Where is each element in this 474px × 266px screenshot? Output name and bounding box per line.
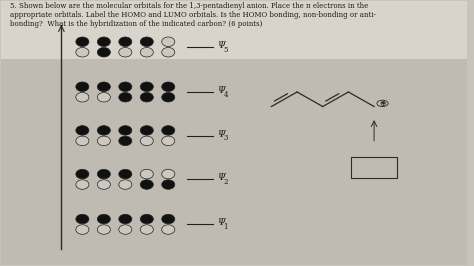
Ellipse shape (162, 136, 175, 146)
Ellipse shape (162, 225, 175, 234)
Ellipse shape (119, 136, 132, 146)
Text: Ψ: Ψ (217, 86, 225, 95)
Text: 1: 1 (223, 223, 228, 231)
Ellipse shape (119, 37, 132, 47)
Ellipse shape (140, 169, 153, 179)
Ellipse shape (140, 225, 153, 234)
Ellipse shape (97, 37, 110, 47)
Ellipse shape (119, 47, 132, 57)
Ellipse shape (162, 47, 175, 57)
FancyBboxPatch shape (0, 59, 467, 265)
Ellipse shape (119, 180, 132, 189)
Ellipse shape (97, 136, 110, 146)
Ellipse shape (162, 93, 175, 102)
Ellipse shape (140, 93, 153, 102)
Ellipse shape (97, 82, 110, 92)
Ellipse shape (119, 225, 132, 234)
Text: 3: 3 (223, 134, 228, 142)
Ellipse shape (97, 214, 110, 224)
Ellipse shape (76, 169, 89, 179)
Ellipse shape (119, 93, 132, 102)
Text: ⊕: ⊕ (379, 99, 386, 108)
Ellipse shape (162, 82, 175, 92)
Ellipse shape (76, 93, 89, 102)
Text: 4: 4 (223, 91, 228, 99)
Ellipse shape (76, 82, 89, 92)
Ellipse shape (97, 180, 110, 189)
Ellipse shape (162, 180, 175, 189)
Ellipse shape (119, 169, 132, 179)
Ellipse shape (76, 136, 89, 146)
Text: Ψ: Ψ (217, 130, 225, 139)
FancyBboxPatch shape (0, 1, 467, 59)
Ellipse shape (140, 214, 153, 224)
Ellipse shape (162, 37, 175, 47)
Ellipse shape (140, 126, 153, 135)
Text: 5: 5 (223, 46, 228, 54)
Bar (351, 157, 397, 178)
Ellipse shape (97, 169, 110, 179)
Text: Ψ: Ψ (217, 173, 225, 182)
Text: 5. Shown below are the molecular orbitals for the 1,3-pentadienyl anion. Place t: 5. Shown below are the molecular orbital… (10, 2, 376, 28)
Ellipse shape (76, 225, 89, 234)
Ellipse shape (140, 82, 153, 92)
Ellipse shape (97, 126, 110, 135)
Ellipse shape (97, 93, 110, 102)
Ellipse shape (76, 37, 89, 47)
Text: Ψ: Ψ (217, 41, 225, 50)
Ellipse shape (76, 214, 89, 224)
Text: −: − (380, 100, 385, 106)
Text: Ψ: Ψ (217, 218, 225, 227)
Ellipse shape (140, 47, 153, 57)
Ellipse shape (119, 82, 132, 92)
Ellipse shape (162, 169, 175, 179)
Ellipse shape (119, 126, 132, 135)
Ellipse shape (162, 126, 175, 135)
Ellipse shape (76, 180, 89, 189)
Ellipse shape (119, 214, 132, 224)
Ellipse shape (97, 225, 110, 234)
Ellipse shape (76, 126, 89, 135)
Ellipse shape (97, 47, 110, 57)
Ellipse shape (140, 37, 153, 47)
Ellipse shape (76, 47, 89, 57)
Ellipse shape (140, 180, 153, 189)
Ellipse shape (162, 214, 175, 224)
Text: 2: 2 (223, 178, 228, 186)
Ellipse shape (140, 136, 153, 146)
